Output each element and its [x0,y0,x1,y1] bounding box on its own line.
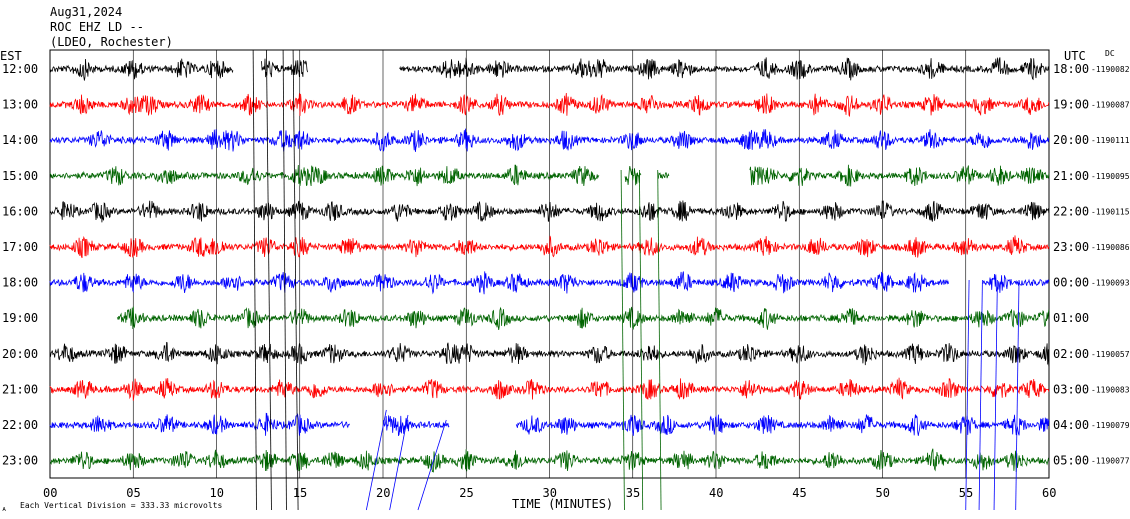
est-hour-label: 12:00 [2,62,38,76]
est-hour-label: 17:00 [2,240,38,254]
dc-offset-label: -1190087 [1091,101,1130,110]
utc-hour-label: 05:00 [1053,454,1089,468]
x-axis-ticks: 00 05 10 15 20 25 30 35 40 45 50 55 60 [43,486,1056,500]
utc-hour-label: 23:00 [1053,240,1089,254]
dc-offset-label: -1190115 [1091,207,1130,216]
utc-hour-label: 18:00 [1053,62,1089,76]
trace-artifact-line [1015,279,1020,511]
trace-artifact-line [965,279,970,511]
trace-1900 [116,306,1050,331]
est-hour-label: 18:00 [2,276,38,290]
est-hour-label: 19:00 [2,311,38,325]
header-network: (LDEO, Rochester) [50,35,173,49]
utc-hour-label: 19:00 [1053,98,1089,112]
trace-1800 [49,271,1050,295]
trace-2300 [49,448,1050,473]
trace-1200 [49,57,1050,81]
trace-artifact-line [252,49,257,511]
utc-hour-label: 20:00 [1053,133,1089,147]
dc-offset-label: -1190077 [1091,457,1130,466]
minute-gridlines [132,50,967,478]
x-tick-label: 15 [293,486,307,500]
utc-hour-label: 02:00 [1053,347,1089,361]
utc-hour-label: 21:00 [1053,169,1089,183]
x-tick-label: 20 [376,486,390,500]
est-hour-label: 14:00 [2,133,38,147]
trace-2100 [49,377,1050,401]
dc-offset-label: -1190093 [1091,279,1130,288]
trace-artifact-line [266,49,272,511]
scale-note: Each Vertical Division = 333.33 microvol… [20,501,222,510]
trace-1500 [49,164,1050,187]
trace-artifact-line [993,279,998,511]
utc-hour-label: 04:00 [1053,418,1089,432]
utc-axis-label: UTC [1064,49,1086,63]
header-station: ROC EHZ LD -- [50,20,144,34]
x-tick-label: 40 [709,486,723,500]
trace-artifact-line [417,419,447,511]
utc-hour-label: 01:00 [1053,311,1089,325]
est-hour-label: 21:00 [2,382,38,396]
utc-hour-label: 03:00 [1053,382,1089,396]
x-tick-label: 35 [626,486,640,500]
trace-artifact-line [292,49,299,511]
x-tick-label: 30 [543,486,557,500]
x-tick-label: 25 [459,486,473,500]
dc-offset-label: -1190086 [1091,243,1130,252]
trace-1300 [49,92,1050,118]
x-tick-label: 10 [210,486,224,500]
seismic-traces [49,49,1050,511]
utc-hour-labels: 18:00 -1190082 19:00 -1190087 20:00 -1190111 2… [1053,62,1130,468]
dc-offset-label: -1190083 [1091,385,1130,394]
x-tick-label: 05 [126,486,140,500]
trace-artifact-line [657,169,662,511]
trace-artifact-line [978,279,983,511]
trace-artifact-line [620,169,625,511]
chart-header: Aug31,2024 ROC EHZ LD -- (LDEO, Rocheste… [50,5,173,49]
header-date: Aug31,2024 [50,5,122,19]
trace-2200 [49,412,1050,437]
est-hour-labels: 12:00 13:00 14:00 15:00 16:00 17:00 18:00 19:00… [2,62,38,468]
dc-offset-label: -1190057 [1091,350,1130,359]
x-tick-label: 55 [959,486,973,500]
dc-offset-label: -1190111 [1091,136,1130,145]
utc-hour-label: 00:00 [1053,276,1089,290]
est-hour-label: 22:00 [2,418,38,432]
est-axis-label: EST [0,49,22,63]
est-hour-label: 16:00 [2,204,38,218]
trace-artifact-line [365,409,387,511]
trace-1400 [49,128,1050,152]
trace-artifact-line [639,169,644,511]
est-hour-label: 13:00 [2,98,38,112]
dc-label: DC [1105,49,1115,58]
trace-artifact-line [282,49,287,511]
trace-2000 [49,341,1050,367]
dc-offset-label: -1190082 [1091,65,1130,74]
x-tick-label: 45 [792,486,806,500]
dc-offset-label: -1190079 [1091,421,1130,430]
utc-hour-label: 22:00 [1053,204,1089,218]
est-hour-label: 23:00 [2,454,38,468]
trace-artifact-line [389,414,409,511]
dc-offset-label: -1190095 [1091,172,1130,181]
x-axis-label: TIME (MINUTES) [512,497,613,511]
est-hour-label: 20:00 [2,347,38,361]
trace-1700 [49,235,1050,259]
corner-mark: ᴀ [2,505,6,513]
x-tick-label: 50 [876,486,890,500]
x-tick-label: 60 [1042,486,1056,500]
x-tick-label: 00 [43,486,57,500]
est-hour-label: 15:00 [2,169,38,183]
trace-1600 [49,200,1050,223]
